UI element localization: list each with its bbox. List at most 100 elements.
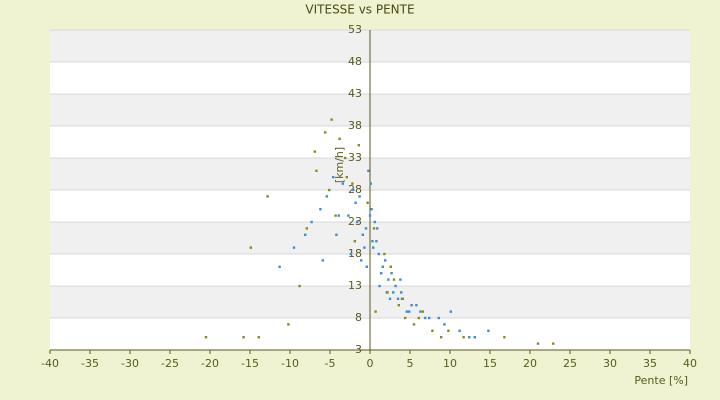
- x-tick-label: -5: [325, 357, 336, 370]
- point: [369, 182, 372, 185]
- point: [487, 329, 490, 332]
- x-tick-label: 15: [483, 357, 497, 370]
- point: [405, 310, 408, 313]
- point: [447, 329, 450, 332]
- x-tick-label: 20: [523, 357, 537, 370]
- point: [374, 310, 377, 313]
- point: [468, 336, 471, 339]
- point: [335, 233, 338, 236]
- y-tick-label: 38: [348, 119, 362, 132]
- point: [368, 214, 372, 217]
- x-axis-label: Pente [%]: [634, 374, 688, 387]
- point: [410, 304, 413, 307]
- x-tick-label: -15: [241, 357, 259, 370]
- point: [287, 323, 290, 326]
- point: [356, 220, 359, 224]
- point: [400, 291, 403, 294]
- point: [351, 182, 354, 185]
- point: [341, 182, 344, 185]
- y-tick-label: 23: [348, 215, 362, 228]
- point: [419, 310, 422, 313]
- point: [204, 336, 208, 339]
- point: [387, 278, 390, 281]
- point: [443, 323, 446, 326]
- point: [367, 169, 370, 172]
- point: [332, 176, 335, 179]
- point: [378, 284, 381, 288]
- point: [325, 195, 328, 198]
- point: [319, 208, 322, 211]
- point: [388, 297, 392, 300]
- x-tick-label: 40: [683, 357, 697, 370]
- point: [417, 316, 420, 320]
- point: [354, 201, 357, 204]
- point: [376, 227, 379, 230]
- point: [365, 265, 368, 268]
- x-tick-label: -30: [121, 357, 139, 370]
- point: [266, 195, 269, 198]
- point: [503, 336, 506, 339]
- y-tick-label: 8: [355, 311, 362, 324]
- point: [399, 278, 402, 281]
- x-tick-label: 35: [643, 357, 657, 370]
- point: [397, 304, 400, 307]
- point: [386, 291, 389, 294]
- point: [473, 336, 476, 339]
- point: [363, 246, 366, 249]
- point: [424, 316, 427, 320]
- y-tick-label: 48: [348, 55, 362, 68]
- point: [249, 246, 252, 249]
- point: [352, 188, 355, 192]
- y-axis-label: [km/h]: [333, 147, 346, 183]
- y-tick-label: 13: [348, 279, 362, 292]
- x-tick-label: -10: [281, 357, 299, 370]
- point: [412, 323, 416, 326]
- point: [324, 131, 327, 134]
- point: [389, 265, 392, 268]
- point: [257, 336, 260, 339]
- point: [404, 316, 407, 320]
- x-tick-label: 30: [603, 357, 617, 370]
- point: [371, 240, 374, 243]
- point: [304, 233, 307, 236]
- point: [334, 214, 337, 217]
- point: [375, 240, 378, 243]
- point: [396, 297, 400, 300]
- point: [408, 310, 411, 313]
- x-tick-label: -40: [41, 357, 59, 370]
- point: [357, 144, 360, 147]
- point: [337, 214, 340, 217]
- point: [372, 246, 375, 249]
- point: [440, 336, 443, 339]
- point: [394, 284, 397, 288]
- point: [313, 150, 316, 153]
- x-tick-label: -25: [161, 357, 179, 370]
- x-tick-label: -35: [81, 357, 99, 370]
- point: [344, 156, 347, 160]
- point: [377, 252, 380, 256]
- point: [349, 252, 352, 256]
- point: [437, 316, 440, 320]
- point: [358, 195, 361, 198]
- point: [292, 246, 296, 249]
- point: [373, 220, 376, 224]
- point: [384, 259, 387, 262]
- point: [361, 233, 364, 236]
- point: [370, 208, 373, 211]
- point: [242, 336, 245, 339]
- point: [381, 265, 384, 268]
- y-tick-label: 18: [348, 247, 362, 260]
- point: [383, 252, 386, 256]
- point: [392, 278, 396, 281]
- y-tick-label: 28: [348, 183, 362, 196]
- point: [345, 176, 348, 179]
- point: [353, 240, 356, 243]
- point: [330, 118, 333, 121]
- point: [315, 169, 318, 172]
- point: [380, 272, 383, 275]
- point: [536, 342, 540, 345]
- point: [449, 310, 452, 313]
- point: [364, 227, 368, 230]
